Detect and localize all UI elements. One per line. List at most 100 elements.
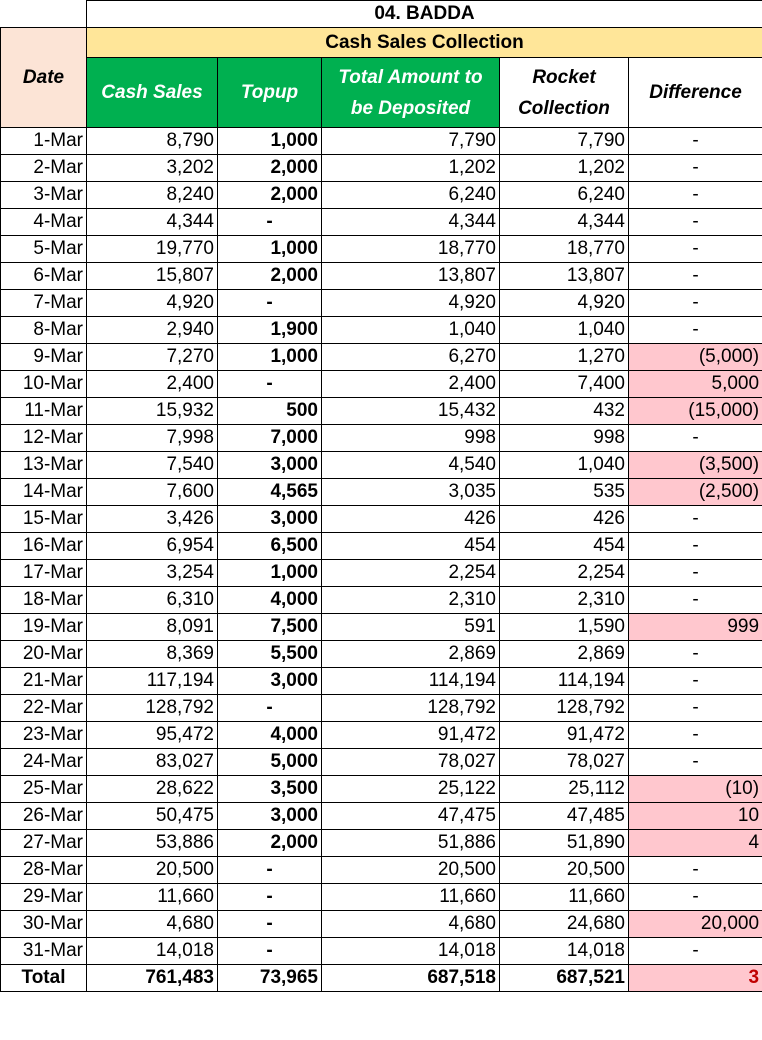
cell-cash-sales[interactable]: 15,932 [86, 397, 218, 425]
cell-cash-sales[interactable]: 28,622 [86, 775, 218, 803]
total-label[interactable]: Total [0, 964, 87, 992]
cell-rocket-collection[interactable]: 4,920 [499, 289, 629, 317]
cell-date[interactable]: 10-Mar [0, 370, 87, 398]
band-cash-sales-collection[interactable]: Cash Sales Collection [85, 27, 762, 58]
cell-topup[interactable]: 7,000 [217, 424, 322, 452]
cell-rocket-collection[interactable]: 4,344 [499, 208, 629, 236]
cell-topup[interactable]: - [217, 694, 322, 722]
cell-rocket-collection[interactable]: 1,590 [499, 613, 629, 641]
cell-topup[interactable]: - [217, 370, 322, 398]
cell-topup[interactable]: 4,000 [217, 721, 322, 749]
cell-rocket-collection[interactable]: 47,485 [499, 802, 629, 830]
total-cash-sales[interactable]: 761,483 [86, 964, 218, 992]
cell-date[interactable]: 16-Mar [0, 532, 87, 560]
cell-cash-sales[interactable]: 8,369 [86, 640, 218, 668]
cell-date[interactable]: 5-Mar [0, 235, 87, 263]
cell-rocket-collection[interactable]: 25,112 [499, 775, 629, 803]
cell-cash-sales[interactable]: 6,310 [86, 586, 218, 614]
cell-date[interactable]: 9-Mar [0, 343, 87, 371]
cell-total-amount[interactable]: 51,886 [321, 829, 500, 857]
cell-topup[interactable]: 500 [217, 397, 322, 425]
cell-difference[interactable]: - [627, 262, 762, 290]
cell-difference[interactable]: (15,000) [627, 397, 762, 425]
cell-date[interactable]: 24-Mar [0, 748, 87, 776]
cell-total-amount[interactable]: 2,310 [321, 586, 500, 614]
total-rocket-collection[interactable]: 687,521 [499, 964, 629, 992]
cell-topup[interactable]: 3,000 [217, 802, 322, 830]
cell-topup[interactable]: 3,000 [217, 667, 322, 695]
cell-cash-sales[interactable]: 20,500 [86, 856, 218, 884]
cell-date[interactable]: 17-Mar [0, 559, 87, 587]
cell-difference[interactable]: - [627, 937, 762, 965]
cell-cash-sales[interactable]: 19,770 [86, 235, 218, 263]
cell-date[interactable]: 23-Mar [0, 721, 87, 749]
cell-date[interactable]: 27-Mar [0, 829, 87, 857]
cell-rocket-collection[interactable]: 7,400 [499, 370, 629, 398]
blank-corner-cell[interactable] [0, 0, 87, 28]
cell-topup[interactable]: 1,000 [217, 127, 322, 155]
cell-total-amount[interactable]: 91,472 [321, 721, 500, 749]
cell-cash-sales[interactable]: 11,660 [86, 883, 218, 911]
cell-rocket-collection[interactable]: 1,270 [499, 343, 629, 371]
cell-rocket-collection[interactable]: 114,194 [499, 667, 629, 695]
cell-total-amount[interactable]: 998 [321, 424, 500, 452]
cell-rocket-collection[interactable]: 1,202 [499, 154, 629, 182]
cell-total-amount[interactable]: 128,792 [321, 694, 500, 722]
cell-rocket-collection[interactable]: 128,792 [499, 694, 629, 722]
cell-cash-sales[interactable]: 4,920 [86, 289, 218, 317]
cell-rocket-collection[interactable]: 2,254 [499, 559, 629, 587]
cell-cash-sales[interactable]: 6,954 [86, 532, 218, 560]
cell-date[interactable]: 26-Mar [0, 802, 87, 830]
cell-cash-sales[interactable]: 3,254 [86, 559, 218, 587]
cell-date[interactable]: 20-Mar [0, 640, 87, 668]
cell-difference[interactable]: - [627, 856, 762, 884]
cell-rocket-collection[interactable]: 535 [499, 478, 629, 506]
cell-date[interactable]: 3-Mar [0, 181, 87, 209]
cell-cash-sales[interactable]: 53,886 [86, 829, 218, 857]
cell-total-amount[interactable]: 15,432 [321, 397, 500, 425]
cell-difference[interactable]: 999 [627, 613, 762, 641]
cell-difference[interactable]: - [627, 289, 762, 317]
cell-difference[interactable]: - [627, 559, 762, 587]
cell-date[interactable]: 4-Mar [0, 208, 87, 236]
cell-total-amount[interactable]: 114,194 [321, 667, 500, 695]
sheet-title[interactable]: 04. BADDA [85, 0, 762, 28]
cell-topup[interactable]: 7,500 [217, 613, 322, 641]
cell-total-amount[interactable]: 1,202 [321, 154, 500, 182]
cell-rocket-collection[interactable]: 998 [499, 424, 629, 452]
cell-difference[interactable]: - [627, 181, 762, 209]
cell-total-amount[interactable]: 2,400 [321, 370, 500, 398]
cell-cash-sales[interactable]: 8,240 [86, 181, 218, 209]
cell-topup[interactable]: 2,000 [217, 154, 322, 182]
cell-topup[interactable]: - [217, 289, 322, 317]
cell-total-amount[interactable]: 1,040 [321, 316, 500, 344]
cell-topup[interactable]: 1,000 [217, 235, 322, 263]
cell-topup[interactable]: 1,900 [217, 316, 322, 344]
cell-difference[interactable]: - [627, 208, 762, 236]
cell-difference[interactable]: - [627, 694, 762, 722]
cell-date[interactable]: 18-Mar [0, 586, 87, 614]
cell-cash-sales[interactable]: 7,540 [86, 451, 218, 479]
cell-total-amount[interactable]: 6,240 [321, 181, 500, 209]
cell-date[interactable]: 22-Mar [0, 694, 87, 722]
cell-difference[interactable]: - [627, 640, 762, 668]
cell-rocket-collection[interactable]: 1,040 [499, 316, 629, 344]
total-topup[interactable]: 73,965 [217, 964, 322, 992]
cell-rocket-collection[interactable]: 7,790 [499, 127, 629, 155]
cell-rocket-collection[interactable]: 2,310 [499, 586, 629, 614]
cell-date[interactable]: 30-Mar [0, 910, 87, 938]
cell-topup[interactable]: - [217, 937, 322, 965]
cell-date[interactable]: 29-Mar [0, 883, 87, 911]
header-rocket-collection[interactable]: Rocket Collection [499, 57, 629, 128]
cell-difference[interactable]: - [627, 127, 762, 155]
cell-cash-sales[interactable]: 3,426 [86, 505, 218, 533]
cell-date[interactable]: 2-Mar [0, 154, 87, 182]
cell-total-amount[interactable]: 20,500 [321, 856, 500, 884]
cell-rocket-collection[interactable]: 426 [499, 505, 629, 533]
cell-difference[interactable]: (2,500) [627, 478, 762, 506]
cell-difference[interactable]: - [627, 235, 762, 263]
cell-total-amount[interactable]: 591 [321, 613, 500, 641]
cell-total-amount[interactable]: 78,027 [321, 748, 500, 776]
cell-rocket-collection[interactable]: 6,240 [499, 181, 629, 209]
cell-total-amount[interactable]: 3,035 [321, 478, 500, 506]
